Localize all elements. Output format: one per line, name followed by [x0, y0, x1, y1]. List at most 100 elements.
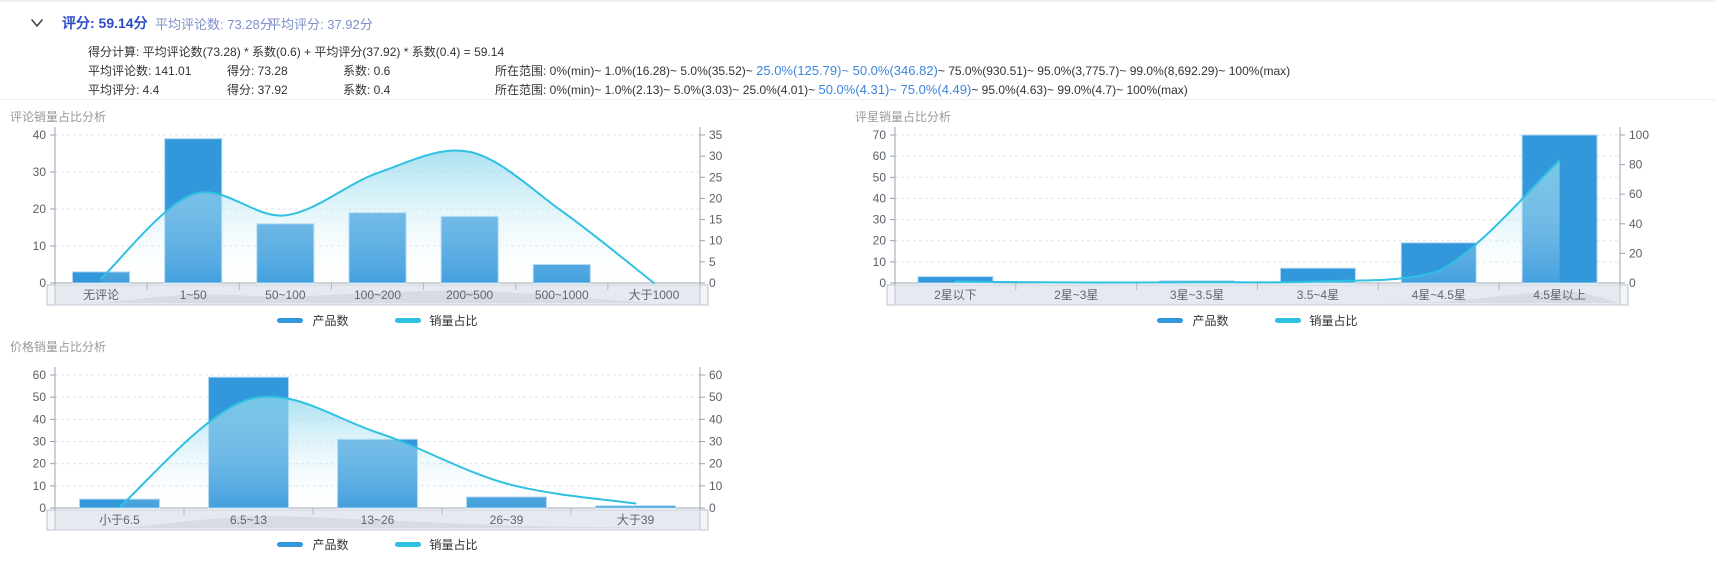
left-axis-tick-label: 0: [39, 276, 46, 290]
line-series[interactable]: [100, 149, 655, 284]
collapse-chevron-icon[interactable]: [30, 16, 44, 28]
chart-legend: 产品数 销量占比: [55, 536, 700, 553]
legend-item-products[interactable]: 产品数: [1157, 312, 1229, 329]
right-axis-tick-label: 0: [709, 501, 716, 515]
line-series[interactable]: [118, 395, 637, 508]
legend-item-sales-ratio[interactable]: 销量占比: [1274, 312, 1358, 329]
x-axis-category-label: 50~100: [265, 288, 306, 302]
datazoom-data-shadow: [895, 291, 1620, 303]
x-axis-category-label: 2星~3星: [1054, 288, 1098, 302]
x-axis-category-label: 小于6.5: [99, 513, 140, 527]
left-axis-tick-label: 20: [873, 234, 887, 248]
price-sales-chart: 价格销量占比分析 0 10 20 30 40 50 60 0 10 20 30 40 50 60 小于6.5…: [0, 332, 760, 564]
left-axis-tick-label: 60: [873, 149, 887, 163]
right-axis-tick-label: 50: [709, 390, 723, 404]
avg-rating-value: 平均评分: 37.92分: [268, 17, 373, 32]
bar-series-swatch-icon: [277, 542, 304, 547]
legend-item-products[interactable]: 产品数: [277, 536, 349, 553]
right-axis-tick-label: 60: [709, 368, 723, 382]
right-axis-tick-label: 20: [709, 191, 723, 205]
datazoom-data-shadow: [55, 290, 700, 303]
left-axis-tick-label: 30: [873, 213, 887, 227]
right-axis-tick-label: 100: [1629, 128, 1649, 142]
datazoom-handle-right[interactable]: [1619, 284, 1629, 306]
right-axis-tick-label: 35: [709, 128, 723, 142]
x-axis-category-label: 100~200: [354, 288, 401, 302]
line-area-fill: [119, 396, 636, 508]
section-divider: [0, 99, 1716, 100]
reviews-range-text: 所在范围: 0%(min)~ 1.0%(16.28)~ 5.0%(35.52)~…: [495, 63, 1291, 78]
left-axis-tick-label: 0: [879, 276, 886, 290]
legend-item-sales-ratio[interactable]: 销量占比: [394, 536, 478, 553]
bar-series-swatch-icon: [1157, 318, 1184, 323]
datazoom-handle-left[interactable]: [46, 509, 56, 531]
left-axis-tick-label: 30: [33, 165, 47, 179]
right-axis-tick-label: 80: [1629, 158, 1643, 172]
right-axis-tick-label: 25: [709, 170, 723, 184]
left-axis-tick-label: 30: [33, 435, 47, 449]
right-axis-tick-label: 10: [709, 234, 723, 248]
reviews-detail-row: 平均评论数: 141.01 得分: 73.28 系数: 0.6 所在范围: 0%…: [0, 62, 1716, 79]
x-axis-category-label: 2星以下: [934, 288, 977, 302]
datazoom-data-shadow: [55, 516, 700, 528]
right-axis-tick-label: 5: [709, 255, 716, 269]
bar-series-swatch-icon: [277, 318, 304, 323]
score-value: 评分: 59.14分: [62, 15, 148, 31]
x-axis-category-label: 500~1000: [535, 288, 589, 302]
x-axis-category-label: 26~39: [490, 513, 524, 527]
x-axis-category-label: 4星~4.5星: [1412, 288, 1466, 302]
legend-item-products[interactable]: 产品数: [277, 312, 349, 329]
left-axis-tick-label: 70: [873, 128, 887, 142]
rating-range-highlight: 50.0%(4.31)~ 75.0%(4.49): [818, 82, 972, 97]
star-rating-sales-chart: 评星销量占比分析 0 10 20 30 40 50 60 70 0 20 40 60 80 100 2星以下…: [845, 102, 1716, 334]
chart-legend: 产品数 销量占比: [55, 312, 700, 329]
left-axis-tick-label: 50: [873, 170, 887, 184]
datazoom-slider[interactable]: 小于6.5 6.5~13 13~26 26~39 大于39: [46, 509, 709, 531]
line-series-swatch-icon: [1274, 318, 1301, 323]
x-axis-category-label: 大于39: [617, 513, 655, 527]
left-axis-tick-label: 60: [33, 368, 47, 382]
right-axis-tick-label: 0: [709, 276, 716, 290]
right-axis-tick-label: 60: [1629, 187, 1643, 201]
reviews-coeff: 系数: 0.6: [343, 64, 391, 78]
line-series[interactable]: [954, 159, 1561, 284]
datazoom-slider[interactable]: 2星以下 2星~3星 3星~3.5星 3.5~4星 4星~4.5星 4.5星以上: [886, 284, 1629, 306]
datazoom-handle-right[interactable]: [699, 509, 709, 531]
chart-title: 评星销量占比分析: [855, 110, 952, 124]
line-area-fill: [955, 160, 1560, 283]
reviews-sales-chart: 评论销量占比分析 0 10 20 30 40 0 5 10 15 20 25 30 35 无评论 1~50 5…: [0, 102, 760, 334]
reviews-score: 得分: 73.28: [227, 64, 288, 78]
line-series-swatch-icon: [394, 542, 421, 547]
line-series-swatch-icon: [394, 318, 421, 323]
x-axis-category-label: 3.5~4星: [1297, 288, 1339, 302]
price-chart-canvas[interactable]: 0 10 20 30 40 50 60 0 10 20 30 40 50 60 小于6.5 6.5~13 13~…: [0, 332, 760, 532]
left-axis-tick-label: 40: [33, 128, 47, 142]
datazoom-handle-right[interactable]: [699, 284, 709, 306]
datazoom-slider[interactable]: 无评论 1~50 50~100 100~200 200~500 500~1000 大于100…: [46, 284, 709, 306]
x-axis-category-label: 无评论: [83, 288, 119, 302]
rating-score: 得分: 37.92: [227, 83, 288, 97]
avg-reviews-value: 平均评论数: 73.28分: [155, 17, 273, 32]
datazoom-handle-left[interactable]: [46, 284, 56, 306]
x-axis-category-label: 3星~3.5星: [1170, 288, 1224, 302]
legend-item-sales-ratio[interactable]: 销量占比: [394, 312, 478, 329]
chart-legend: 产品数 销量占比: [895, 312, 1620, 329]
star-chart-canvas[interactable]: 0 10 20 30 40 50 60 70 0 20 40 60 80 100 2星以下 2星~3星 3星~3…: [845, 102, 1716, 307]
reviews-chart-canvas[interactable]: 0 10 20 30 40 0 5 10 15 20 25 30 35 无评论 1~50 50~100 100~…: [0, 102, 760, 307]
right-axis-tick-label: 20: [709, 457, 723, 471]
left-axis-tick-label: 10: [873, 255, 887, 269]
x-axis-category-label: 6.5~13: [230, 513, 267, 527]
avg-reviews-raw: 平均评论数: 141.01: [88, 64, 192, 78]
line-area-fill: [101, 150, 654, 283]
reviews-range-highlight: 25.0%(125.79)~ 50.0%(346.82): [756, 63, 938, 78]
x-axis-category-label: 13~26: [361, 513, 395, 527]
left-axis-tick-label: 40: [873, 191, 887, 205]
rating-range-text: 所在范围: 0%(min)~ 1.0%(2.13)~ 5.0%(3.03)~ 2…: [495, 82, 1188, 97]
left-axis-tick-label: 40: [33, 412, 47, 426]
right-axis-tick-label: 10: [709, 479, 723, 493]
datazoom-handle-left[interactable]: [886, 284, 896, 306]
left-axis-tick-label: 0: [39, 501, 46, 515]
right-axis-tick-label: 15: [709, 213, 723, 227]
left-axis-tick-label: 10: [33, 239, 47, 253]
